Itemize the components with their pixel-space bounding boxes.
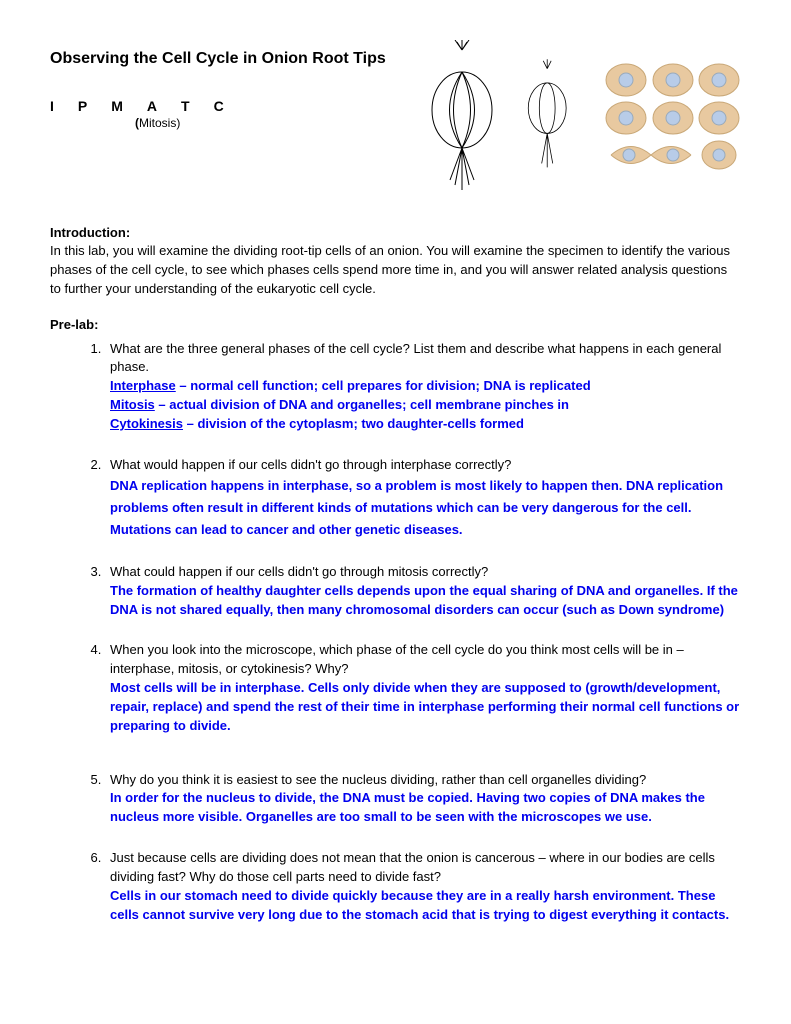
- q3-answer: The formation of healthy daughter cells …: [110, 583, 738, 617]
- q4-text: When you look into the microscope, which…: [110, 642, 684, 676]
- q1-interphase-term: Interphase: [110, 378, 176, 393]
- q2-text: What would happen if our cells didn't go…: [110, 457, 511, 472]
- q6-answer: Cells in our stomach need to divide quic…: [110, 888, 729, 922]
- q1-cytokinesis-desc: – division of the cytoplasm; two daughte…: [183, 416, 524, 431]
- phase-t: T: [181, 98, 192, 114]
- mitosis-label: ((Mitosis)Mitosis): [135, 116, 405, 130]
- onion-cut-icon: [518, 40, 593, 200]
- header-row: Observing the Cell Cycle in Onion Root T…: [50, 40, 741, 200]
- q3-text: What could happen if our cells didn't go…: [110, 564, 488, 579]
- phase-c: C: [214, 98, 226, 114]
- question-1: What are the three general phases of the…: [105, 340, 741, 434]
- q1-answer: Interphase – normal cell function; cell …: [110, 378, 591, 431]
- q1-cytokinesis-term: Cytokinesis: [110, 416, 183, 431]
- q1-text: What are the three general phases of the…: [110, 341, 721, 375]
- introduction-heading: Introduction:: [50, 225, 741, 240]
- q4-answer: Most cells will be in interphase. Cells …: [110, 680, 739, 733]
- q5-answer: In order for the nucleus to divide, the …: [110, 790, 705, 824]
- q1-mitosis-desc: – actual division of DNA and organelles;…: [155, 397, 569, 412]
- cell-cycle-diagram-icon: [601, 60, 741, 180]
- q1-interphase-desc: – normal cell function; cell prepares fo…: [176, 378, 591, 393]
- phase-a: A: [147, 98, 159, 114]
- q2-answer: DNA replication happens in interphase, s…: [110, 478, 723, 537]
- question-2: What would happen if our cells didn't go…: [105, 456, 741, 541]
- page-title: Observing the Cell Cycle in Onion Root T…: [50, 50, 405, 68]
- phase-m: M: [111, 98, 125, 114]
- question-5: Why do you think it is easiest to see th…: [105, 771, 741, 828]
- phase-letters: IPMATC: [50, 98, 405, 114]
- question-6: Just because cells are dividing does not…: [105, 849, 741, 924]
- q5-text: Why do you think it is easiest to see th…: [110, 772, 646, 787]
- question-4: When you look into the microscope, which…: [105, 641, 741, 735]
- q1-mitosis-term: Mitosis: [110, 397, 155, 412]
- title-block: Observing the Cell Cycle in Onion Root T…: [50, 40, 405, 130]
- prelab-questions: What are the three general phases of the…: [50, 340, 741, 925]
- prelab-heading: Pre-lab:: [50, 317, 741, 332]
- introduction-text: In this lab, you will examine the dividi…: [50, 242, 741, 299]
- phase-p: P: [78, 98, 89, 114]
- question-3: What could happen if our cells didn't go…: [105, 563, 741, 620]
- header-images: [415, 40, 741, 200]
- onion-whole-icon: [415, 40, 510, 200]
- phase-i: I: [50, 98, 56, 114]
- q6-text: Just because cells are dividing does not…: [110, 850, 715, 884]
